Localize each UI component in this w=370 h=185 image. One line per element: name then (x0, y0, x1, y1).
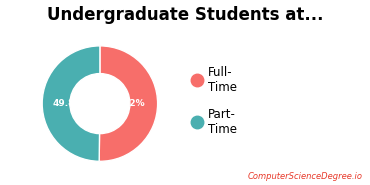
Legend: Full-
Time, Part-
Time: Full- Time, Part- Time (192, 66, 237, 136)
Wedge shape (99, 46, 158, 161)
Text: 49.8: 49.8 (53, 99, 75, 108)
Wedge shape (42, 46, 100, 161)
Text: Undergraduate Students at...: Undergraduate Students at... (47, 6, 323, 23)
Text: .2%: .2% (127, 99, 145, 108)
Text: ComputerScienceDegree.io: ComputerScienceDegree.io (248, 172, 363, 181)
